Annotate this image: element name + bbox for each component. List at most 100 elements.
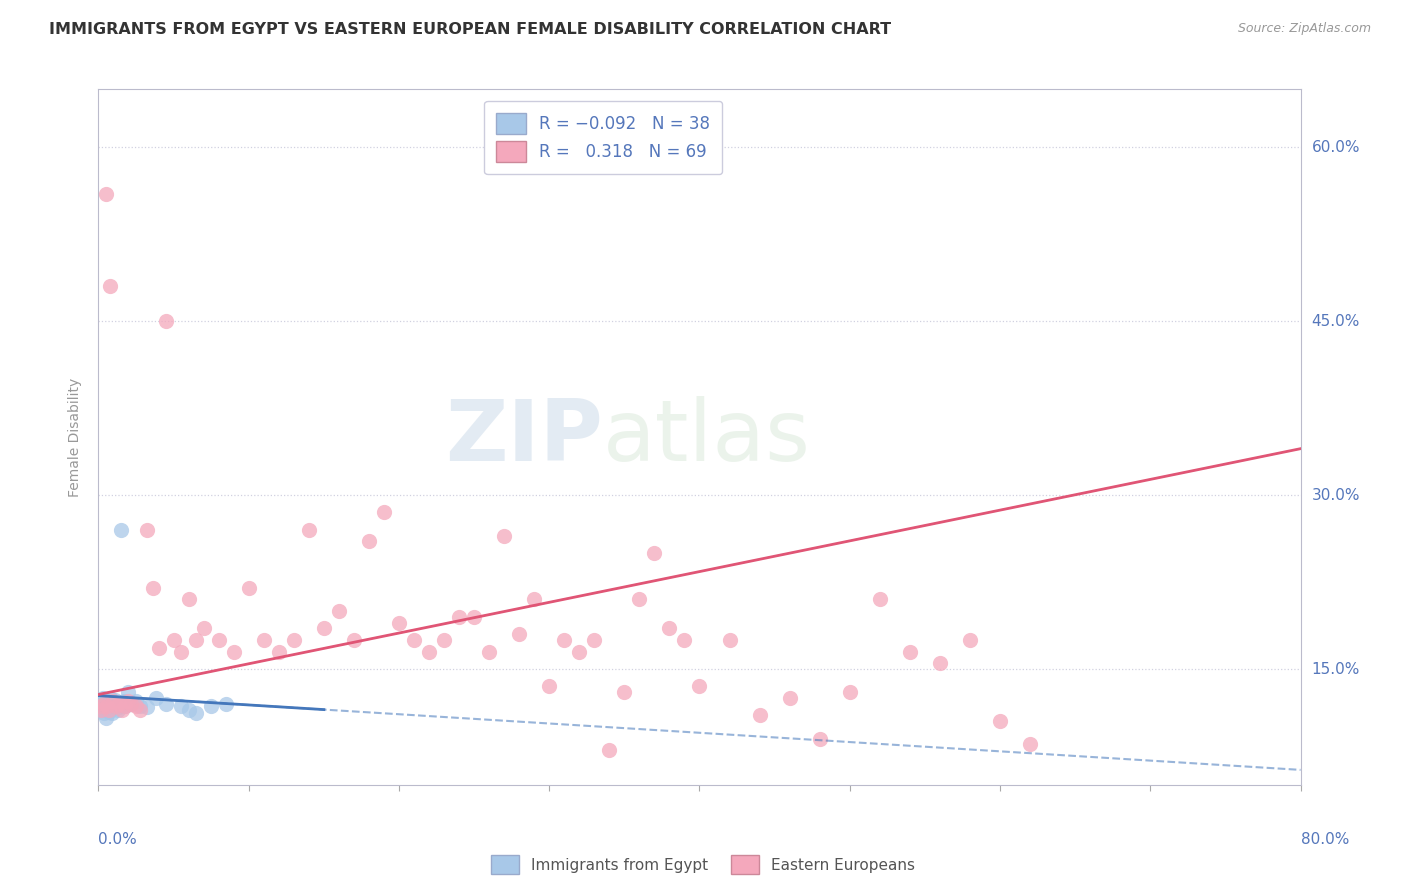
Point (583, 633, 606, 648)
Point (184, 633, 207, 648)
Y-axis label: Female Disability: Female Disability (69, 377, 83, 497)
Point (959, 633, 981, 648)
Point (478, 644, 501, 658)
Point (553, 633, 575, 648)
Point (114, 699, 136, 714)
Point (613, 685, 636, 699)
Point (238, 581, 260, 595)
Point (193, 621, 215, 635)
Point (135, 700, 157, 714)
Point (125, 694, 148, 708)
Point (129, 699, 152, 714)
Point (100, 690, 122, 705)
Point (96, 698, 118, 712)
Point (748, 708, 770, 723)
Point (114, 699, 136, 714)
Point (598, 743, 620, 757)
Text: ZIP: ZIP (446, 395, 603, 479)
Point (100, 279, 122, 293)
Point (357, 534, 380, 549)
Point (869, 592, 891, 607)
Point (96, 703, 118, 717)
Point (105, 699, 128, 714)
Point (111, 703, 134, 717)
Point (808, 731, 831, 746)
Point (135, 523, 157, 537)
Point (184, 706, 207, 720)
Point (103, 694, 125, 708)
Point (402, 633, 425, 648)
Text: 60.0%: 60.0% (1312, 140, 1360, 154)
Point (125, 699, 148, 714)
Text: 45.0%: 45.0% (1312, 314, 1360, 328)
Point (101, 706, 124, 720)
Point (89, 697, 111, 711)
Point (93, 706, 115, 720)
Point (90, 699, 112, 714)
Text: atlas: atlas (603, 395, 811, 479)
Point (96, 699, 118, 714)
Point (90, 703, 112, 717)
Point (208, 633, 231, 648)
Point (929, 657, 952, 671)
Point (91, 703, 114, 717)
Point (103, 694, 125, 708)
Point (141, 581, 163, 595)
Point (155, 314, 177, 328)
Point (673, 633, 696, 648)
Point (523, 592, 546, 607)
Point (110, 523, 132, 537)
Point (688, 680, 710, 694)
Text: 80.0%: 80.0% (1302, 832, 1350, 847)
Point (170, 644, 193, 658)
Point (267, 644, 290, 658)
Point (343, 633, 366, 648)
Text: Source: ZipAtlas.com: Source: ZipAtlas.com (1237, 22, 1371, 36)
Point (100, 699, 122, 714)
Point (312, 621, 335, 635)
Point (388, 615, 411, 630)
Point (373, 505, 395, 519)
Point (105, 697, 128, 711)
Point (447, 610, 470, 624)
Point (91, 690, 114, 705)
Point (418, 644, 440, 658)
Point (94, 694, 117, 708)
Point (108, 700, 131, 714)
Point (718, 633, 741, 648)
Point (103, 701, 125, 715)
Legend: Immigrants from Egypt, Eastern Europeans: Immigrants from Egypt, Eastern Europeans (485, 849, 921, 880)
Text: 15.0%: 15.0% (1312, 662, 1360, 676)
Point (89, 699, 111, 714)
Point (568, 644, 591, 658)
Point (162, 633, 184, 648)
Point (94, 711, 117, 725)
Point (121, 697, 143, 711)
Point (104, 699, 127, 714)
Point (1019, 737, 1042, 751)
Point (117, 694, 139, 708)
Point (177, 592, 200, 607)
Point (328, 604, 350, 618)
Point (463, 610, 485, 624)
Point (898, 644, 921, 658)
Point (628, 592, 651, 607)
Point (101, 697, 124, 711)
Point (170, 699, 193, 714)
Point (107, 703, 129, 717)
Point (988, 714, 1011, 728)
Point (215, 697, 238, 711)
Point (298, 523, 321, 537)
Point (145, 690, 167, 705)
Point (129, 703, 152, 717)
Point (494, 528, 516, 542)
Point (643, 546, 665, 560)
Point (94, 186, 117, 201)
Point (97, 696, 120, 710)
Point (253, 633, 276, 648)
Point (97, 705, 120, 719)
Point (508, 627, 530, 641)
Point (200, 699, 222, 714)
Text: 30.0%: 30.0% (1312, 488, 1360, 502)
Point (222, 644, 245, 658)
